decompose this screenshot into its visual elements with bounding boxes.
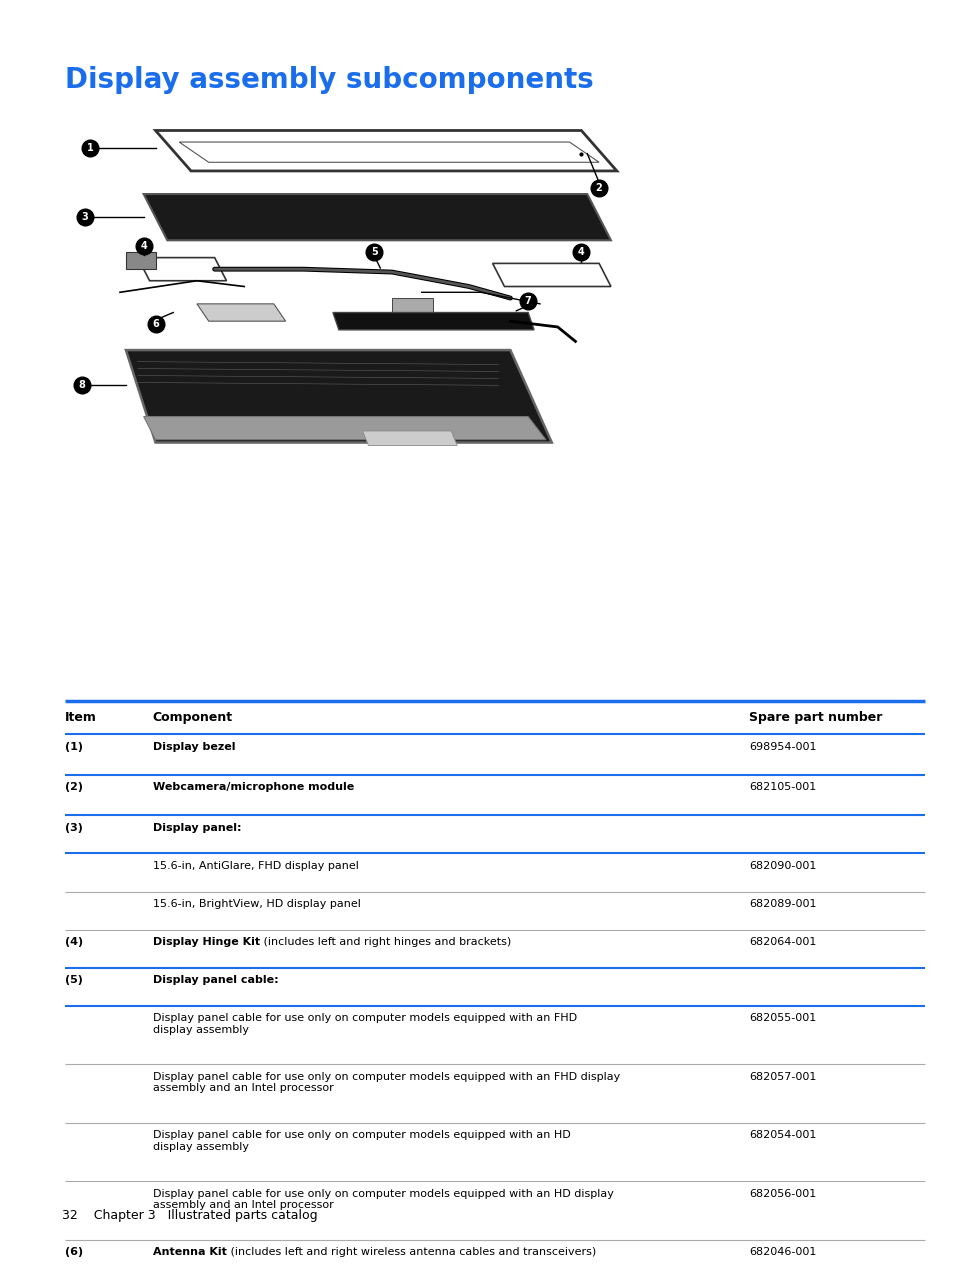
Text: (2): (2) (65, 782, 83, 792)
Text: 682054-001: 682054-001 (748, 1130, 816, 1140)
Text: 8: 8 (78, 380, 85, 390)
Text: (4): (4) (65, 937, 83, 947)
Text: Display panel cable:: Display panel cable: (152, 975, 278, 986)
Polygon shape (126, 351, 551, 442)
Polygon shape (196, 304, 285, 321)
Polygon shape (144, 194, 610, 240)
Text: Antenna Kit: Antenna Kit (152, 1247, 226, 1257)
Text: 3: 3 (81, 212, 88, 222)
Text: Display panel:: Display panel: (152, 823, 241, 833)
Text: (5): (5) (65, 975, 83, 986)
Polygon shape (126, 251, 155, 269)
Text: Component: Component (152, 711, 233, 724)
Polygon shape (392, 298, 433, 315)
Text: (includes left and right hinges and brackets): (includes left and right hinges and brac… (259, 937, 511, 947)
Text: Spare part number: Spare part number (748, 711, 882, 724)
Text: (1): (1) (65, 742, 83, 752)
Text: 15.6-in, BrightView, HD display panel: 15.6-in, BrightView, HD display panel (152, 899, 360, 909)
Polygon shape (333, 312, 534, 330)
Text: 2: 2 (595, 183, 602, 193)
Text: (includes left and right wireless antenna cables and transceivers): (includes left and right wireless antenn… (226, 1247, 595, 1257)
Text: 682105-001: 682105-001 (748, 782, 815, 792)
Text: Display Hinge Kit: Display Hinge Kit (152, 937, 259, 947)
Text: Display panel cable for use only on computer models equipped with an HD display
: Display panel cable for use only on comp… (152, 1189, 613, 1210)
Text: (6): (6) (65, 1247, 83, 1257)
Polygon shape (144, 417, 545, 439)
Text: Item: Item (65, 711, 96, 724)
Text: 682046-001: 682046-001 (748, 1247, 816, 1257)
Text: 5: 5 (371, 246, 377, 257)
Text: Display panel cable for use only on computer models equipped with an FHD display: Display panel cable for use only on comp… (152, 1072, 619, 1093)
Text: 682090-001: 682090-001 (748, 861, 816, 871)
Text: 6: 6 (152, 319, 159, 329)
Polygon shape (362, 431, 456, 446)
Text: Display bezel: Display bezel (152, 742, 234, 752)
Text: 682055-001: 682055-001 (748, 1013, 815, 1024)
Text: 4: 4 (140, 241, 147, 251)
Text: Display assembly subcomponents: Display assembly subcomponents (65, 66, 593, 94)
Text: 682056-001: 682056-001 (748, 1189, 815, 1199)
Text: Display panel cable for use only on computer models equipped with an FHD
display: Display panel cable for use only on comp… (152, 1013, 577, 1035)
Text: 682064-001: 682064-001 (748, 937, 816, 947)
Text: 1: 1 (87, 142, 93, 152)
Text: Display panel cable for use only on computer models equipped with an HD
display : Display panel cable for use only on comp… (152, 1130, 570, 1152)
Text: 682057-001: 682057-001 (748, 1072, 816, 1082)
Text: (3): (3) (65, 823, 83, 833)
Text: Webcamera/microphone module: Webcamera/microphone module (152, 782, 354, 792)
Text: 32    Chapter 3   Illustrated parts catalog: 32 Chapter 3 Illustrated parts catalog (62, 1209, 317, 1222)
Text: 7: 7 (524, 296, 531, 306)
Text: 682089-001: 682089-001 (748, 899, 816, 909)
Text: 4: 4 (578, 246, 584, 257)
Text: 698954-001: 698954-001 (748, 742, 816, 752)
Text: 15.6-in, AntiGlare, FHD display panel: 15.6-in, AntiGlare, FHD display panel (152, 861, 358, 871)
